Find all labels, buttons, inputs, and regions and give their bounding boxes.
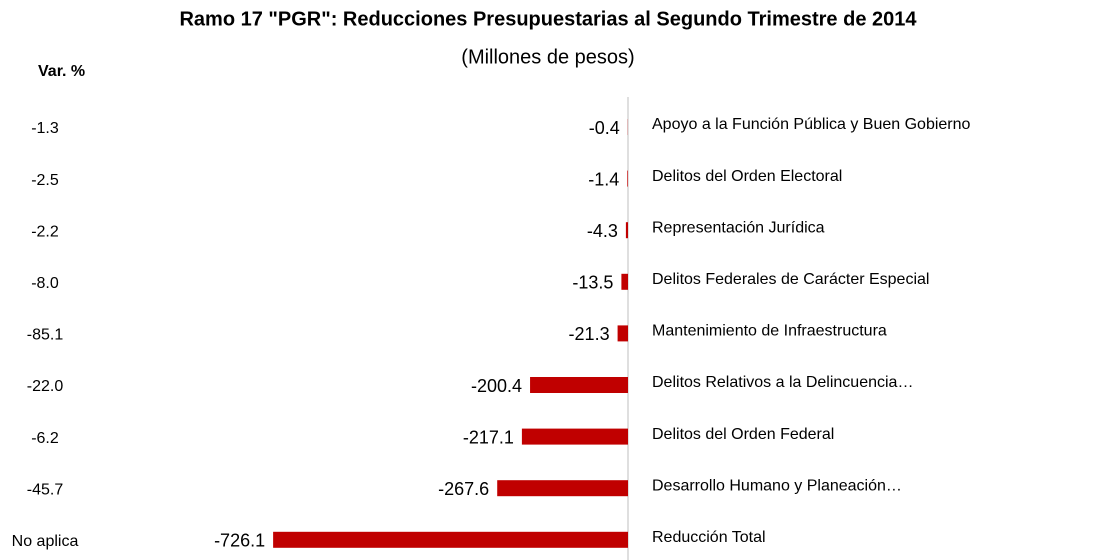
category-label: Desarrollo Humano y Planeación… [652,477,902,494]
var-pct-label: -85.1 [27,327,64,344]
var-pct-label: -22.0 [27,378,64,395]
value-label: -1.4 [588,169,619,189]
var-pct-label: -6.2 [31,430,59,447]
bar [617,325,628,342]
bar [273,531,628,548]
var-pct-label: -2.2 [31,223,59,240]
var-pct-label: -1.3 [31,120,59,137]
value-label: -0.4 [589,118,620,138]
value-label: -200.4 [471,376,522,396]
var-pct-label: No aplica [12,533,79,550]
var-pct-label: -45.7 [27,481,64,498]
value-label: -726.1 [214,531,265,551]
bar [627,170,628,187]
bar [621,273,628,290]
category-label: Delitos del Orden Electoral [652,168,842,185]
bar [530,377,628,393]
value-label: -13.5 [572,273,613,293]
category-label: Apoyo a la Función Pública y Buen Gobier… [652,116,971,133]
bar [625,222,628,239]
category-label: Reducción Total [652,529,766,546]
value-label: -217.1 [463,427,514,447]
value-label: -267.6 [438,479,489,499]
chart-subtitle: (Millones de pesos) [461,46,634,68]
bar [521,428,628,445]
category-label: Delitos Federales de Carácter Especial [652,271,929,288]
category-label: Representación Jurídica [652,219,825,236]
value-label: -4.3 [587,221,618,241]
var-pct-label: -2.5 [31,172,59,189]
category-label: Delitos Relativos a la Delincuencia… [652,374,913,391]
var-header: Var. % [38,63,85,80]
var-pct-label: -8.0 [31,275,59,292]
category-label: Delitos del Orden Federal [652,426,834,443]
category-label: Mantenimiento de Infraestructura [652,323,887,340]
value-label: -21.3 [569,324,610,344]
bar [497,480,628,497]
chart-title: Ramo 17 "PGR": Reducciones Presupuestari… [179,8,917,30]
